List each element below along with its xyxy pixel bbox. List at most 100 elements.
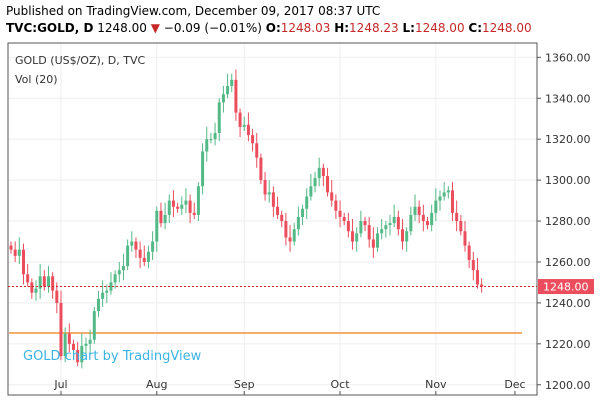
high-label: H: (334, 21, 350, 35)
y-tick-label: 1320.00 (545, 133, 591, 146)
y-tick-label: 1240.00 (545, 297, 591, 310)
candle-body (109, 282, 113, 291)
candle-body (359, 221, 363, 234)
open-label: O: (265, 21, 281, 35)
watermark-label: GOLD chart by TradingView (23, 349, 202, 364)
candle-body (271, 192, 275, 207)
candle-body (421, 214, 425, 222)
symbol-label: TVC:GOLD, D (6, 21, 94, 35)
candle-body (438, 196, 442, 201)
candle-body (355, 233, 359, 242)
candle-body (234, 79, 238, 113)
candle-body (463, 231, 467, 246)
candle-body (138, 249, 142, 258)
candle-body (167, 200, 171, 215)
candle-body (242, 124, 246, 127)
candle-body (442, 192, 446, 197)
y-axis: 1200.00 1220.00 1240.00 1260.00 1280.00 1300.… (537, 51, 591, 392)
candle-body (38, 276, 42, 289)
candle-body (296, 216, 300, 230)
candle-body (384, 225, 388, 230)
candle-body (46, 276, 50, 287)
candle-body (405, 231, 409, 242)
candle-body (80, 345, 84, 363)
candle-body (334, 200, 338, 211)
candle-body (259, 157, 263, 181)
candle-body (430, 212, 434, 226)
candle-body (309, 186, 313, 197)
candle-body (209, 139, 213, 141)
candle-body (346, 221, 350, 232)
candle-body (263, 180, 267, 195)
candle-body (180, 204, 184, 209)
candle-body (467, 245, 471, 260)
candle-body (76, 349, 80, 363)
x-tick-label: Sep (234, 378, 255, 391)
candle-body (321, 167, 325, 177)
candle-body (13, 249, 17, 256)
candle-body (196, 186, 200, 215)
open-value: 1248.03 (280, 21, 331, 35)
close-value: 1248.00 (482, 21, 532, 35)
candle-body (55, 290, 59, 303)
candle-body (34, 288, 38, 293)
candle-body (59, 302, 63, 357)
candle-body (121, 266, 125, 271)
x-tick-label: Oct (331, 378, 351, 391)
candle-body (417, 206, 421, 215)
candle-body (255, 143, 259, 158)
y-tick-label: 1220.00 (545, 338, 591, 351)
change-value: −0.09 (−0.01%) (163, 21, 262, 35)
candle-body (446, 190, 450, 193)
last-price: 1248.00 (97, 21, 147, 35)
candle-body (105, 290, 109, 293)
candle-body (142, 257, 146, 262)
candle-body (459, 221, 463, 232)
candle-body (184, 200, 188, 205)
candle-body (380, 229, 384, 234)
y-tick-label: 1340.00 (545, 92, 591, 105)
x-tick-label: Aug (146, 378, 167, 391)
candle-body (455, 212, 459, 222)
candle-body (226, 85, 230, 95)
candle-body (63, 333, 67, 357)
candle-body (171, 200, 175, 207)
candle-body (246, 124, 250, 136)
candles (9, 69, 484, 369)
x-tick-label: Nov (425, 378, 447, 391)
candle-body (205, 139, 209, 152)
candle-body (146, 251, 150, 262)
candle-body (434, 200, 438, 213)
candle-body (159, 210, 163, 224)
candle-body (163, 214, 167, 224)
candle-body (471, 259, 475, 271)
candle-body (21, 249, 25, 275)
candle-body (51, 276, 55, 291)
last-price-tag-label: 1248.00 (543, 281, 589, 294)
candle-body (342, 216, 346, 222)
candle-body (371, 239, 375, 248)
candle-body (401, 229, 405, 242)
candle-body (155, 210, 159, 242)
candle-body (9, 245, 13, 250)
candle-body (305, 196, 309, 209)
candle-body (113, 274, 117, 283)
candle-body (101, 292, 105, 299)
y-tick-label: 1260.00 (545, 256, 591, 269)
candle-body (284, 221, 288, 238)
candle-body (267, 192, 271, 195)
candle-body (313, 178, 317, 187)
candle-body (413, 206, 417, 215)
y-tick-label: 1280.00 (545, 215, 591, 228)
candle-body (409, 214, 413, 232)
symbol-ohlc-bar: TVC:GOLD, D 1248.00 ▼ −0.09 (−0.01%) O:1… (6, 21, 532, 35)
candle-body (188, 200, 192, 213)
candle-body (17, 249, 21, 256)
y-tick-label: 1300.00 (545, 174, 591, 187)
candle-body (426, 221, 429, 226)
candle-body (84, 343, 88, 346)
candle-body (276, 206, 280, 215)
candle-body (480, 284, 484, 287)
candle-body (376, 233, 380, 248)
